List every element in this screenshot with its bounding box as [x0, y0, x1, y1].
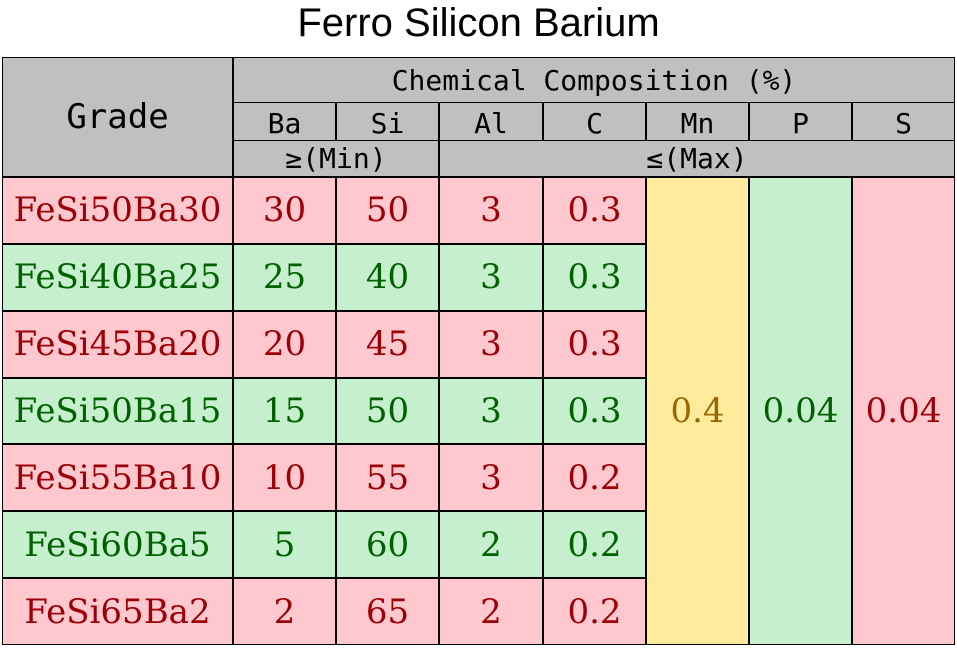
grade-cell: FeSi40Ba25 [2, 243, 233, 311]
value-cell: 25 [233, 243, 336, 311]
grade-cell: FeSi65Ba2 [2, 578, 233, 645]
mn-cell: 0.4 [646, 177, 749, 645]
max-label: ≤(Max) [439, 140, 955, 177]
s-cell: 0.04 [852, 177, 955, 645]
value-cell: 2 [439, 578, 543, 645]
value-cell: 10 [233, 444, 336, 512]
grade-cell: FeSi50Ba15 [2, 377, 233, 445]
value-cell: 50 [336, 377, 439, 445]
grade-cell: FeSi45Ba20 [2, 310, 233, 378]
title: Ferro Silicon Barium [297, 1, 660, 45]
group-header: Chemical Composition (%) [233, 57, 955, 103]
value-cell: 55 [336, 444, 439, 512]
value-cell: 30 [233, 177, 336, 244]
column-header: P [749, 102, 852, 141]
value-cell: 60 [336, 511, 439, 579]
value-cell: 0.3 [543, 243, 646, 311]
column-header: Ba [233, 102, 336, 141]
value-cell: 20 [233, 310, 336, 378]
value-cell: 5 [233, 511, 336, 579]
grade-cell: FeSi60Ba5 [2, 511, 233, 579]
grade-cell: FeSi55Ba10 [2, 444, 233, 512]
value-cell: 2 [439, 511, 543, 579]
value-cell: 0.2 [543, 578, 646, 645]
p-cell: 0.04 [749, 177, 852, 645]
value-cell: 3 [439, 243, 543, 311]
column-header: Si [336, 102, 439, 141]
value-cell: 3 [439, 444, 543, 512]
value-cell: 0.3 [543, 310, 646, 378]
min-label: ≥(Min) [233, 140, 439, 177]
value-cell: 40 [336, 243, 439, 311]
column-header: Al [439, 102, 543, 141]
value-cell: 45 [336, 310, 439, 378]
value-cell: 0.3 [543, 177, 646, 244]
value-cell: 0.2 [543, 511, 646, 579]
value-cell: 50 [336, 177, 439, 244]
value-cell: 3 [439, 310, 543, 378]
grade-cell: FeSi50Ba30 [2, 177, 233, 244]
value-cell: 2 [233, 578, 336, 645]
value-cell: 65 [336, 578, 439, 645]
grade-header: Grade [2, 57, 233, 177]
value-cell: 0.3 [543, 377, 646, 445]
value-cell: 3 [439, 177, 543, 244]
column-header: C [543, 102, 646, 141]
value-cell: 15 [233, 377, 336, 445]
column-header: Mn [646, 102, 749, 141]
value-cell: 3 [439, 377, 543, 445]
value-cell: 0.2 [543, 444, 646, 512]
column-header: S [852, 102, 955, 141]
